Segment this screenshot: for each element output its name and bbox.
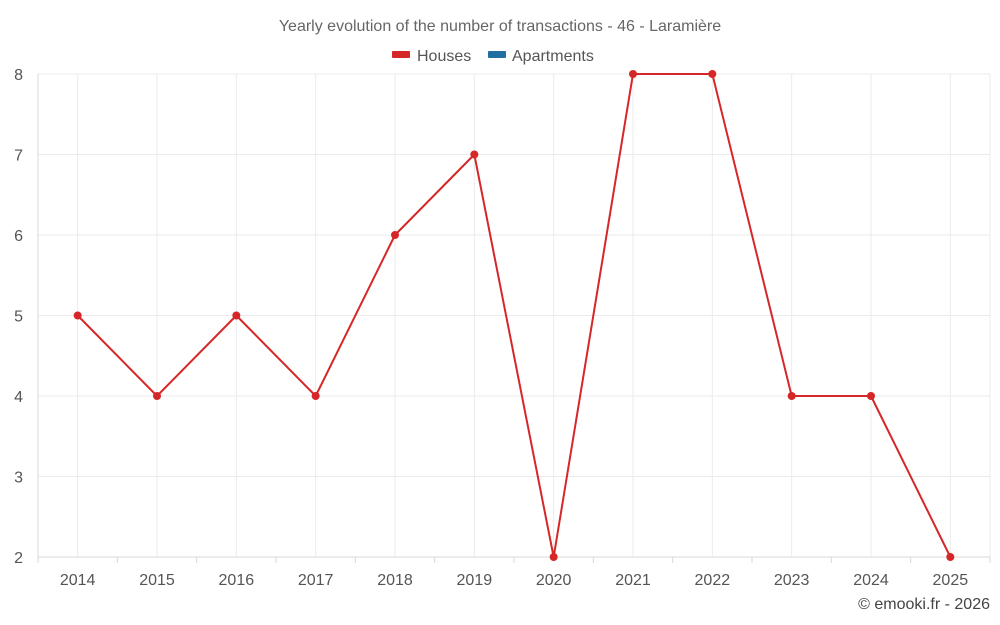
y-tick-label-5: 5 — [14, 309, 23, 326]
data-point-houses-2019 — [470, 150, 479, 159]
y-tick-label-3: 3 — [14, 470, 23, 487]
legend-swatch-houses — [392, 51, 410, 58]
legend-swatch-apartments — [488, 51, 506, 58]
x-tick-label-2018: 2018 — [377, 572, 413, 589]
legend-item-apartments[interactable]: Apartments — [488, 48, 594, 65]
tick-labels: 2 3 4 5 6 7 8 2014 2015 2016 2017 2018 2019 2020 2021 2… — [14, 67, 968, 589]
data-point-houses-2016 — [232, 311, 241, 320]
credit-text: © emooki.fr - 2026 — [858, 596, 990, 613]
x-tick-label-2017: 2017 — [298, 572, 334, 589]
legend-label-apartments: Apartments — [512, 48, 594, 65]
data-point-houses-2025 — [946, 553, 955, 561]
x-tick-label-2014: 2014 — [60, 572, 96, 589]
chart-legend: Houses Apartments — [392, 48, 594, 65]
data-point-houses-2024 — [867, 392, 875, 400]
data-point-houses-2023 — [787, 392, 796, 400]
x-tick-label-2023: 2023 — [774, 572, 810, 589]
x-tick-label-2015: 2015 — [139, 572, 175, 589]
x-tick-label-2024: 2024 — [853, 572, 889, 589]
legend-item-houses[interactable]: Houses — [392, 48, 471, 65]
y-tick-label-8: 8 — [14, 67, 23, 84]
data-point-houses-2022 — [708, 70, 717, 78]
y-tick-label-4: 4 — [14, 389, 23, 406]
data-point-houses-2020 — [549, 553, 558, 561]
series-layer — [73, 70, 955, 561]
axes — [37, 74, 991, 563]
x-tick-label-2019: 2019 — [457, 572, 493, 589]
chart-title: Yearly evolution of the number of transa… — [279, 18, 721, 35]
x-tick-label-2020: 2020 — [536, 572, 572, 589]
y-tick-label-2: 2 — [14, 550, 23, 567]
data-point-houses-2014 — [73, 311, 82, 320]
x-tick-label-2025: 2025 — [933, 572, 969, 589]
y-tick-label-7: 7 — [14, 148, 23, 165]
data-point-houses-2021 — [629, 70, 637, 78]
x-tick-label-2022: 2022 — [695, 572, 731, 589]
x-tick-label-2021: 2021 — [615, 572, 651, 589]
data-point-houses-2017 — [311, 392, 320, 400]
x-tick-label-2016: 2016 — [219, 572, 255, 589]
series-line-houses — [76, 73, 952, 558]
data-point-houses-2018 — [391, 231, 399, 239]
grid — [38, 73, 991, 557]
data-point-houses-2015 — [153, 392, 161, 400]
legend-label-houses: Houses — [417, 48, 471, 65]
y-tick-label-6: 6 — [14, 228, 23, 245]
